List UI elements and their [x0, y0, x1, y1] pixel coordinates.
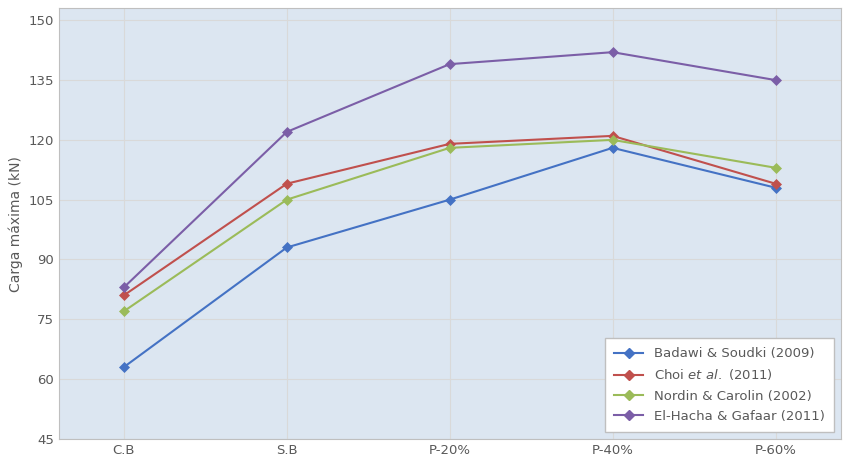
Y-axis label: Carga máxima (kN): Carga máxima (kN) — [8, 156, 23, 292]
Legend: Badawi & Soudki (2009), Choi $\it{et\ al.}$ (2011), Nordin & Carolin (2002), El-: Badawi & Soudki (2009), Choi $\it{et\ al… — [605, 338, 834, 432]
